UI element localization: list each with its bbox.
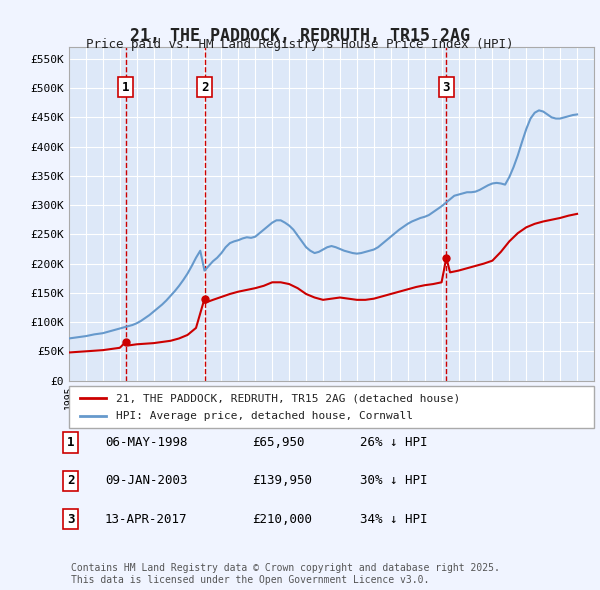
FancyBboxPatch shape: [69, 386, 594, 428]
Text: 09-JAN-2003: 09-JAN-2003: [105, 474, 187, 487]
Text: 3: 3: [67, 513, 74, 526]
Text: 21, THE PADDOCK, REDRUTH, TR15 2AG (detached house): 21, THE PADDOCK, REDRUTH, TR15 2AG (deta…: [116, 393, 461, 403]
Text: 1: 1: [67, 436, 74, 449]
Text: 2: 2: [201, 81, 209, 94]
Text: 26% ↓ HPI: 26% ↓ HPI: [360, 436, 427, 449]
Text: HPI: Average price, detached house, Cornwall: HPI: Average price, detached house, Corn…: [116, 411, 413, 421]
Text: 21, THE PADDOCK, REDRUTH, TR15 2AG: 21, THE PADDOCK, REDRUTH, TR15 2AG: [130, 27, 470, 45]
Text: £65,950: £65,950: [252, 436, 305, 449]
Text: Contains HM Land Registry data © Crown copyright and database right 2025.
This d: Contains HM Land Registry data © Crown c…: [71, 563, 500, 585]
Text: 13-APR-2017: 13-APR-2017: [105, 513, 187, 526]
Text: 06-MAY-1998: 06-MAY-1998: [105, 436, 187, 449]
Text: 2: 2: [67, 474, 74, 487]
Text: Price paid vs. HM Land Registry's House Price Index (HPI): Price paid vs. HM Land Registry's House …: [86, 38, 514, 51]
Text: 34% ↓ HPI: 34% ↓ HPI: [360, 513, 427, 526]
Text: 3: 3: [443, 81, 450, 94]
Text: 30% ↓ HPI: 30% ↓ HPI: [360, 474, 427, 487]
Text: 1: 1: [122, 81, 130, 94]
Text: £210,000: £210,000: [252, 513, 312, 526]
Text: £139,950: £139,950: [252, 474, 312, 487]
